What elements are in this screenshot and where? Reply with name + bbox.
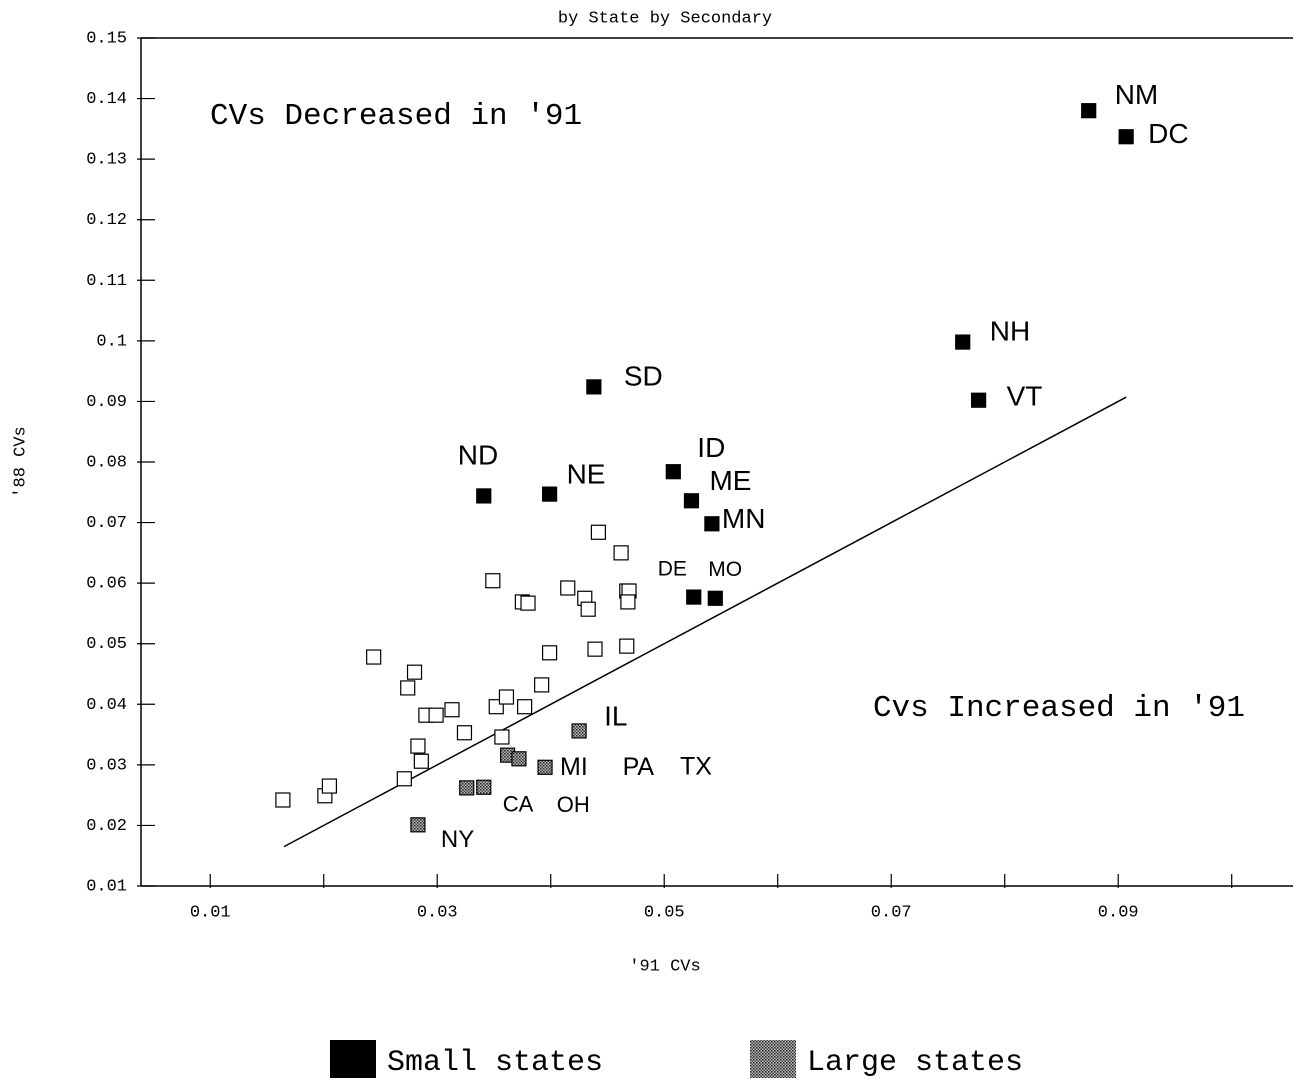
point [476, 779, 492, 795]
point [444, 702, 460, 718]
point-label: MI [560, 753, 588, 781]
y-tick-label: 0.01 [86, 877, 127, 896]
legend-label: Large states [807, 1046, 1023, 1080]
point [498, 689, 515, 705]
point-label: NM [1115, 79, 1159, 110]
x-tick-label: 0.01 [190, 903, 231, 922]
reference-line [283, 396, 1127, 848]
point [587, 641, 603, 657]
point-label: MN [722, 503, 766, 534]
point [485, 573, 501, 589]
point [686, 589, 702, 605]
point [366, 649, 382, 665]
point [613, 545, 629, 561]
point [511, 751, 527, 767]
point [406, 664, 423, 680]
point-label: MO [708, 558, 742, 581]
y-tick-label: 0.14 [86, 90, 127, 109]
point-label: DC [1148, 118, 1188, 149]
x-tick-label: 0.03 [417, 903, 458, 922]
point [413, 753, 429, 769]
point-label: ID [697, 432, 725, 463]
point [428, 707, 444, 723]
point [541, 645, 558, 661]
point [410, 738, 426, 754]
point [620, 594, 636, 610]
legend-swatch [750, 1040, 796, 1078]
point-label: DE [658, 558, 687, 581]
point [459, 780, 475, 796]
point [580, 601, 596, 617]
point [1118, 129, 1134, 145]
x-tick-label: 0.05 [644, 903, 685, 922]
annotation: Cvs Increased in '91 [873, 691, 1245, 726]
point [275, 792, 291, 808]
point-label: CA [503, 792, 534, 817]
y-tick-label: 0.13 [86, 151, 127, 170]
point-label: SD [624, 360, 663, 391]
annotation: CVs Decreased in '91 [210, 99, 582, 134]
x-tick-label: 0.07 [871, 903, 912, 922]
y-tick-label: 0.08 [86, 453, 127, 472]
point [410, 817, 426, 833]
chart-title: by State by Secondary [558, 9, 772, 28]
point-label: PA [623, 753, 655, 781]
y-tick-label: 0.06 [86, 575, 127, 594]
point-label: IL [604, 700, 627, 731]
point [537, 759, 553, 775]
point [955, 334, 971, 350]
point [494, 729, 510, 745]
y-tick-label: 0.02 [86, 817, 127, 836]
y-tick-label: 0.12 [86, 211, 127, 230]
legend-label: Small states [387, 1046, 603, 1080]
point [517, 699, 533, 715]
point [665, 464, 681, 480]
point [396, 771, 412, 787]
point [534, 677, 550, 693]
point [476, 488, 492, 504]
y-tick-label: 0.11 [86, 272, 127, 291]
point [707, 590, 723, 606]
point-label: NH [990, 315, 1030, 346]
y-tick-label: 0.03 [86, 756, 127, 775]
point-label: NY [441, 826, 474, 853]
point-label: TX [680, 752, 712, 780]
y-tick-label: 0.04 [86, 696, 127, 715]
legend-swatch [330, 1040, 376, 1078]
point-label: NE [567, 458, 606, 489]
point [560, 580, 576, 596]
point [586, 379, 602, 395]
point-label: ME [709, 465, 751, 496]
point-label: VT [1007, 381, 1043, 412]
y-tick-label: 0.07 [86, 514, 127, 533]
point [619, 638, 635, 654]
point [704, 516, 720, 532]
point [400, 680, 416, 696]
y-tick-label: 0.09 [86, 393, 127, 412]
point [1081, 103, 1097, 119]
point-label: OH [557, 792, 590, 817]
x-axis-label: '91 CVs [629, 957, 700, 976]
y-tick-label: 0.1 [96, 332, 127, 351]
point [590, 524, 606, 540]
x-tick-label: 0.09 [1098, 903, 1139, 922]
y-tick-label: 0.05 [86, 635, 127, 654]
point [520, 595, 536, 611]
point [456, 725, 473, 741]
point [321, 778, 338, 794]
point [571, 723, 587, 739]
y-axis-label: '88 CVs [11, 426, 30, 497]
point-label: ND [458, 439, 498, 470]
point [541, 486, 558, 502]
y-tick-label: 0.15 [86, 29, 127, 48]
point [971, 392, 987, 408]
point [683, 493, 700, 509]
